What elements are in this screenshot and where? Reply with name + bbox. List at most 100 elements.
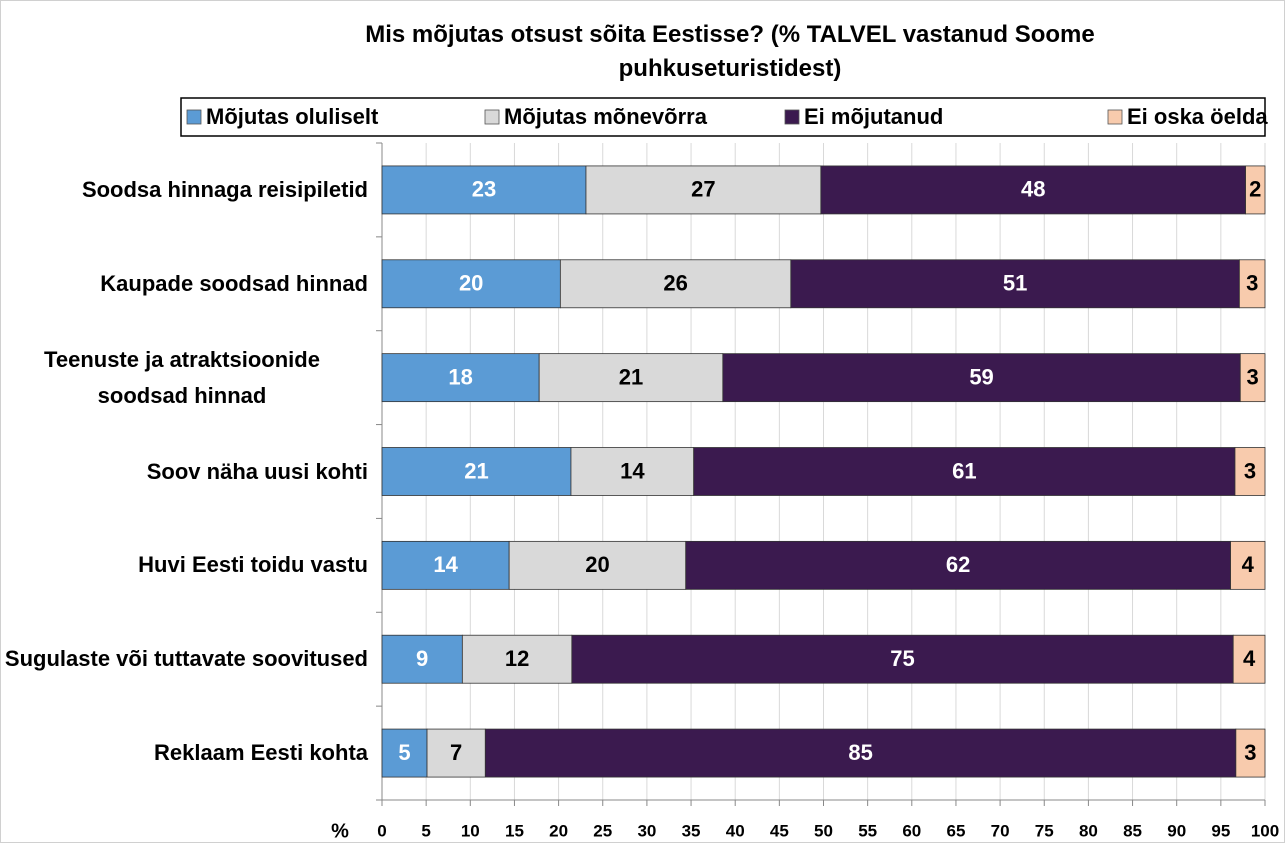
category-label-box: Kaupade soodsad hinnad: [0, 266, 368, 302]
data-label: 9: [416, 646, 428, 671]
bar-segment: [381, 540, 510, 590]
data-label: 3: [1247, 364, 1259, 389]
x-tick-label: 0: [377, 821, 386, 840]
legend-swatch: [1107, 109, 1123, 125]
bar-segment: [1234, 447, 1266, 496]
x-tick-label: 30: [637, 821, 656, 840]
x-tick-label: 100: [1251, 821, 1279, 840]
chart-title: Mis mõjutas otsust sõita Eestisse? (% TA…: [365, 21, 1095, 82]
category-label-box: Soov näha uusi kohti: [0, 454, 368, 490]
data-label: 20: [459, 271, 483, 296]
x-tick-label: 20: [549, 821, 568, 840]
y-tick-label: Kaupade soodsad hinnad: [100, 270, 368, 296]
data-label: 51: [1003, 271, 1027, 296]
legend-swatch: [186, 109, 202, 125]
category-label-box: Reklaam Eesti kohta: [0, 735, 368, 771]
y-tick-label: Reklaam Eesti kohta: [154, 740, 368, 766]
data-label: 4: [1243, 646, 1256, 671]
bar-segment: [1239, 353, 1266, 403]
legend-label: Mõjutas mõnevõrra: [504, 104, 708, 129]
bar-segment: [381, 165, 587, 215]
bar-segment: [381, 353, 540, 403]
bar-segment: [381, 728, 428, 778]
bar-segment: [790, 259, 1240, 309]
data-label: 48: [1021, 177, 1045, 202]
data-label: 5: [398, 740, 410, 765]
bar-segment: [1235, 728, 1266, 778]
x-tick-label: 90: [1167, 821, 1186, 840]
legend-box: [180, 97, 1266, 137]
bar-segment: [426, 728, 486, 778]
data-label: 75: [890, 646, 914, 671]
category-label-box: Soodsa hinnaga reisipiletid: [0, 172, 368, 208]
data-label: 4: [1242, 552, 1255, 577]
x-tick-label: 80: [1079, 821, 1098, 840]
data-label: 23: [472, 177, 496, 202]
data-label: 21: [619, 364, 643, 389]
data-label: 3: [1246, 271, 1258, 296]
data-label: 59: [969, 364, 993, 389]
y-tick-label: Sugulaste või tuttavate soovitused: [4, 646, 368, 672]
bar-segment: [508, 540, 687, 590]
x-tick-label: 50: [814, 821, 833, 840]
x-tick-label: 85: [1123, 821, 1142, 840]
legend-label: Ei oska öelda: [1127, 104, 1268, 129]
data-label: 62: [946, 552, 970, 577]
data-label: 12: [505, 646, 529, 671]
x-tick-label: 75: [1035, 821, 1054, 840]
y-tick-label: Soov näha uusi kohti: [146, 458, 368, 484]
data-label: 3: [1244, 740, 1256, 765]
x-tick-label: 5: [421, 821, 430, 840]
bar-segment: [559, 259, 792, 309]
x-tick-label: 60: [902, 821, 921, 840]
bar-segment: [1230, 540, 1266, 590]
bar-segment: [381, 447, 572, 496]
category-label-box: Teenuste ja atraktsioonide soodsad hinna…: [0, 342, 368, 414]
x-axis-label: %: [331, 820, 349, 842]
bar-segment: [1245, 165, 1266, 215]
bar-segment: [722, 353, 1241, 403]
data-label: 2: [1249, 177, 1261, 202]
category-label-box: Huvi Eesti toidu vastu: [0, 547, 368, 583]
legend-swatch: [784, 109, 800, 125]
x-tick-label: 15: [505, 821, 524, 840]
x-tick-label: 70: [991, 821, 1010, 840]
data-label: 27: [691, 177, 715, 202]
legend-label: Mõjutas oluliselt: [206, 104, 379, 129]
bar-segment: [461, 634, 573, 684]
data-label: 14: [620, 458, 645, 483]
bar-segment: [571, 634, 1234, 684]
data-label: 21: [464, 458, 488, 483]
y-tick-label: Soodsa hinnaga reisipiletid: [81, 176, 368, 202]
x-tick-label: 35: [682, 821, 701, 840]
data-label: 85: [848, 740, 872, 765]
y-tick-label: Huvi Eesti toidu vastu: [138, 552, 368, 578]
x-tick-label: 55: [858, 821, 877, 840]
x-tick-label: 10: [461, 821, 480, 840]
bar-segment: [820, 165, 1246, 215]
x-tick-label: 65: [946, 821, 965, 840]
data-label: 26: [663, 271, 687, 296]
x-tick-label: 95: [1211, 821, 1230, 840]
bar-segment: [381, 259, 561, 309]
bar-segment: [1238, 259, 1266, 309]
data-label: 3: [1244, 458, 1256, 483]
data-label: 7: [450, 740, 462, 765]
data-label: 18: [448, 364, 472, 389]
legend-swatch: [484, 109, 500, 125]
x-tick-label: 40: [726, 821, 745, 840]
bar-segment: [1232, 634, 1266, 684]
x-tick-label: 25: [593, 821, 612, 840]
x-tick-label: 45: [770, 821, 789, 840]
legend-label: Ei mõjutanud: [804, 104, 943, 129]
bar-segment: [585, 165, 822, 215]
data-label: 14: [433, 552, 458, 577]
y-tick-label: Teenuste ja atraktsioonide soodsad hinna…: [44, 346, 320, 408]
data-label: 20: [585, 552, 609, 577]
data-label: 61: [952, 458, 976, 483]
bar-segment: [538, 353, 724, 403]
category-label-box: Sugulaste või tuttavate soovitused: [0, 641, 368, 677]
